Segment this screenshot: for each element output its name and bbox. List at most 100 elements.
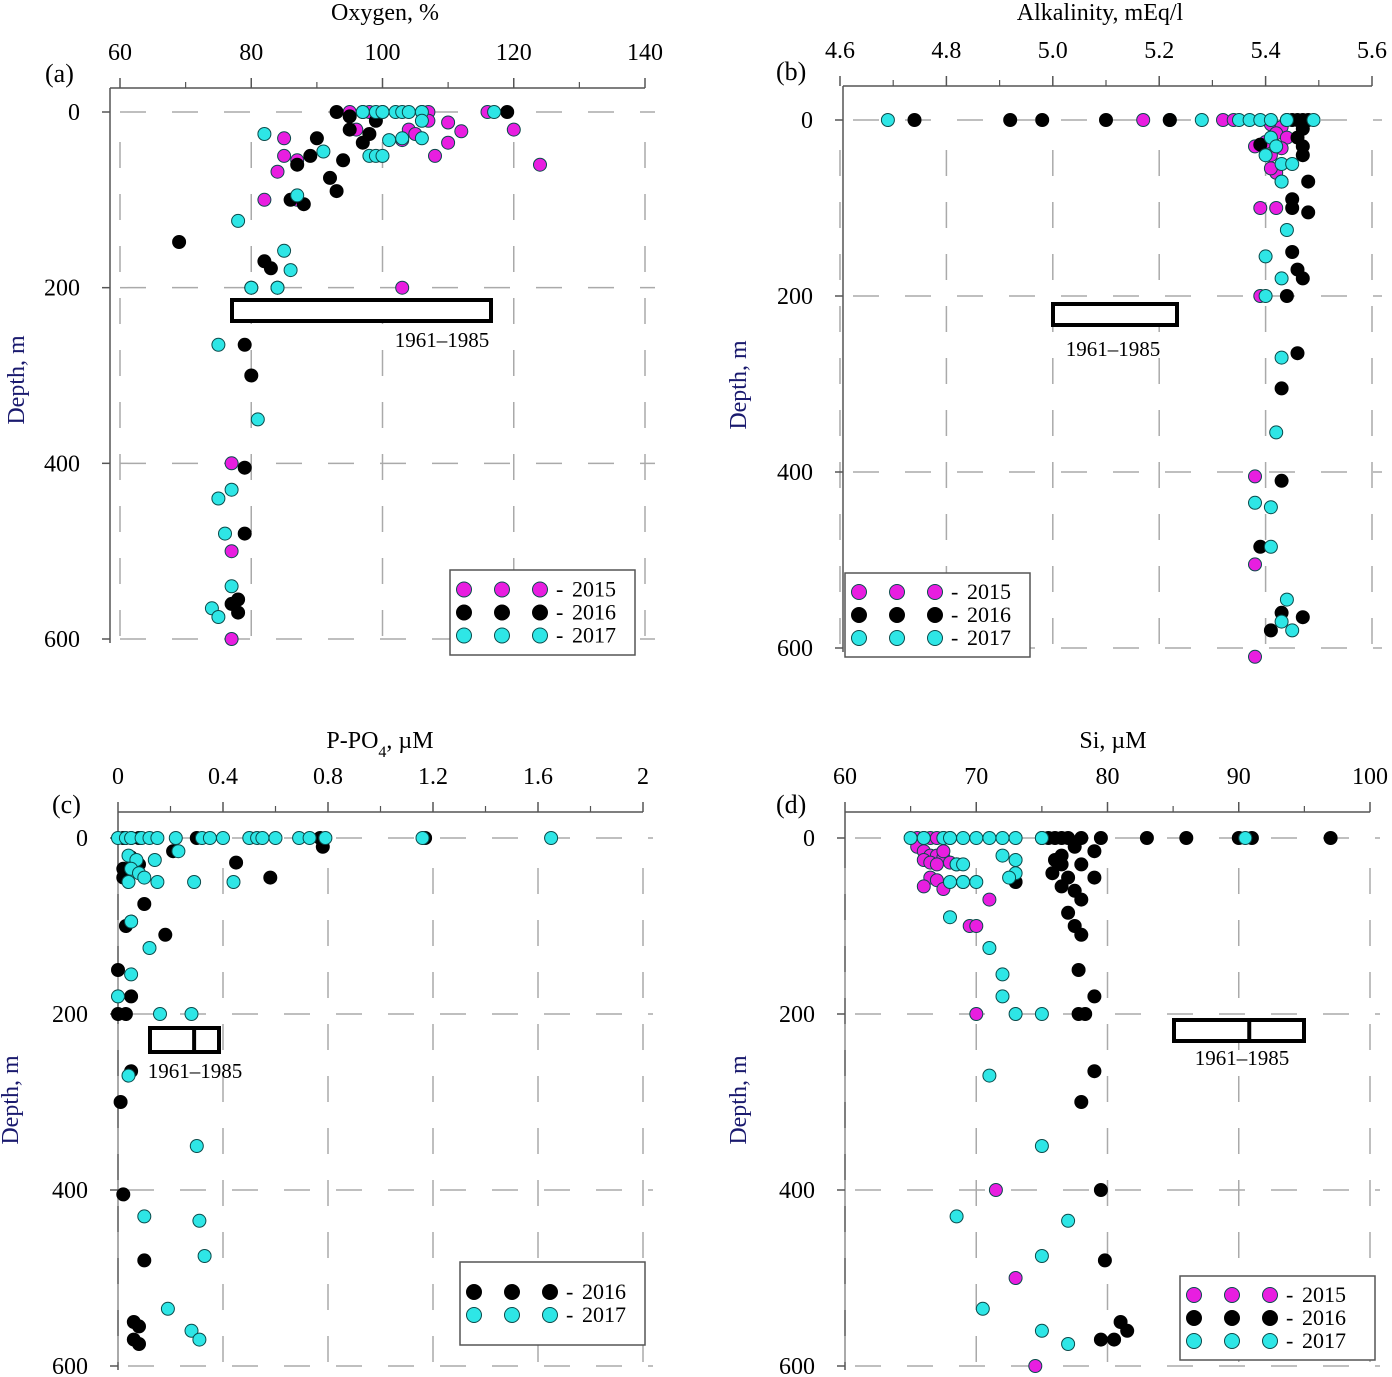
data-point-2016 (229, 855, 244, 870)
data-point-2017 (395, 131, 410, 146)
data-point-2016 (355, 135, 370, 150)
data-point-2017 (270, 280, 285, 295)
data-point-2015 (1028, 1359, 1043, 1373)
data-point-2017 (224, 482, 239, 497)
data-point-2017 (1008, 853, 1023, 867)
data-point-2015 (1008, 1271, 1023, 1285)
data-point-2017 (916, 831, 931, 845)
y-tick-label: 600 (52, 1354, 88, 1377)
data-point-2017 (192, 1213, 207, 1228)
y-tick-label: 0 (76, 826, 88, 852)
data-point-2017 (302, 831, 317, 845)
legend-marker (456, 627, 472, 644)
series-2016 (172, 105, 515, 620)
reference-box-1961-1985 (1172, 1018, 1306, 1043)
data-point-2017 (982, 831, 997, 845)
data-point-2017 (1285, 157, 1300, 171)
title-suffix: , µM (386, 728, 433, 754)
data-point-2016 (1274, 473, 1289, 488)
data-point-2016 (1139, 831, 1154, 845)
data-point-2017 (1258, 289, 1273, 303)
data-point-2016 (1295, 148, 1310, 163)
legend: -2015- 2016- 2017 (1179, 1275, 1376, 1361)
series-2016 (111, 831, 433, 1351)
data-point-2016 (329, 184, 344, 199)
data-point-2015 (969, 919, 984, 933)
data-point-2017 (218, 526, 232, 541)
data-point-2017 (969, 831, 984, 845)
data-point-2017 (382, 133, 397, 148)
panel-title: P-PO4, µM (326, 728, 433, 761)
data-point-2017 (283, 263, 298, 278)
panel-label: (c) (52, 790, 81, 819)
y-axis-label: Depth, m (726, 1055, 752, 1145)
data-point-2016 (309, 131, 324, 146)
legend-label: 2015 (1302, 1282, 1346, 1307)
data-point-2015 (1248, 469, 1262, 484)
reference-box-label: 1961–1985 (148, 1059, 243, 1083)
data-point-2016 (1295, 610, 1310, 625)
data-point-2017 (316, 144, 331, 159)
legend-marker (1186, 1287, 1202, 1303)
panel-title: Alkalinity, mEq/l (1017, 0, 1184, 26)
data-point-2017 (226, 875, 241, 889)
data-point-2016 (237, 337, 252, 352)
data-point-2016 (1078, 1007, 1093, 1021)
x-tick-label: 90 (1227, 764, 1251, 790)
data-point-2017 (224, 579, 239, 594)
data-point-2016 (111, 1007, 125, 1021)
data-point-2015 (936, 844, 951, 859)
legend-marker (532, 627, 548, 644)
data-point-2017 (1238, 831, 1253, 845)
legend-marker (542, 1284, 558, 1300)
data-point-2017 (257, 127, 272, 141)
data-point-2016 (263, 870, 278, 885)
data-point-2017 (137, 870, 152, 885)
reference-box-label: 1961–1985 (1195, 1046, 1290, 1070)
legend-marker (889, 607, 905, 623)
legend-marker (494, 581, 510, 598)
data-point-2017 (231, 213, 246, 228)
data-point-2016 (1071, 963, 1086, 977)
y-tick-label: 200 (779, 1002, 815, 1028)
data-point-2015 (224, 632, 239, 646)
y-axis-label: Depth, m (4, 335, 30, 425)
data-point-2016 (244, 368, 259, 383)
legend-dash: - (1286, 1305, 1293, 1330)
data-point-2017 (1263, 500, 1278, 515)
reference-box-1961-1985 (230, 298, 493, 323)
panel-title: Si, µM (1079, 728, 1146, 754)
legend-dash: - (556, 600, 563, 625)
data-point-2017 (318, 831, 333, 845)
data-point-2017 (1274, 174, 1289, 189)
y-tick-label: 600 (44, 627, 80, 653)
legend-marker (889, 584, 905, 600)
data-point-2017 (171, 844, 186, 859)
y-tick-label: 200 (777, 284, 813, 310)
reference-box-1961-1985 (1051, 302, 1179, 327)
legend: -2016- 2017 (459, 1261, 646, 1346)
legend-label: 2017 (572, 623, 616, 648)
data-point-2016 (1093, 831, 1108, 845)
data-point-2017 (949, 1209, 964, 1224)
series-2015 (224, 105, 547, 646)
data-point-2016 (1093, 1332, 1108, 1347)
x-tick-label: 5.6 (1357, 38, 1387, 64)
data-point-2017 (1263, 113, 1278, 127)
data-point-2017 (1279, 223, 1294, 237)
data-point-2015 (916, 879, 931, 894)
data-point-2016 (158, 927, 173, 942)
data-point-2016 (342, 109, 357, 124)
data-point-2017 (1034, 1139, 1049, 1153)
data-point-2016 (1274, 381, 1289, 396)
x-tick-label: 4.6 (825, 38, 855, 64)
data-point-2015 (277, 148, 292, 163)
legend-box (459, 1261, 646, 1346)
x-tick-label: 5.2 (1144, 38, 1174, 64)
y-tick-label: 600 (777, 636, 813, 662)
legend-marker (456, 581, 472, 598)
data-point-2017 (1279, 592, 1294, 607)
data-point-2016 (1295, 271, 1310, 286)
data-point-2017 (137, 1209, 152, 1224)
data-point-2017 (211, 491, 226, 506)
